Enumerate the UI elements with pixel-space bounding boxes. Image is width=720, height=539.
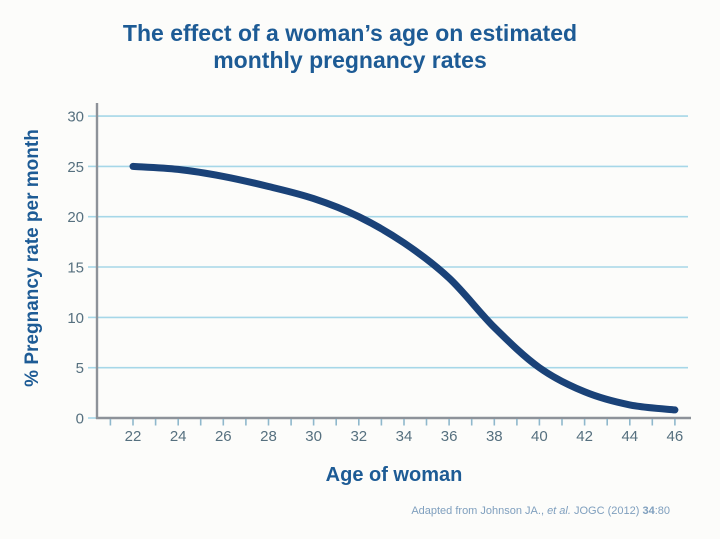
x-tick-label-40: 40 bbox=[531, 428, 548, 445]
citation-etal: et al. bbox=[547, 505, 571, 517]
citation-volume: 34 bbox=[642, 505, 655, 517]
x-tick-label-32: 32 bbox=[350, 428, 367, 445]
x-tick-label-36: 36 bbox=[441, 428, 458, 445]
x-axis-title: Age of woman bbox=[325, 464, 463, 486]
x-tick-label-46: 46 bbox=[667, 428, 684, 445]
y-tick-label-0: 0 bbox=[76, 411, 84, 428]
x-tick-label-30: 30 bbox=[305, 428, 322, 445]
x-tick-label-28: 28 bbox=[260, 428, 277, 445]
pregnancy-rate-curve bbox=[129, 162, 679, 414]
x-tick-label-24: 24 bbox=[170, 428, 187, 445]
y-tick-label-5: 5 bbox=[76, 360, 84, 377]
x-tick-label-38: 38 bbox=[486, 428, 503, 445]
x-tick-label-42: 42 bbox=[576, 428, 593, 445]
x-tick-label-22: 22 bbox=[125, 428, 142, 445]
chart-title: The effect of a woman’s age on estimated… bbox=[40, 20, 660, 74]
citation-pages: :80 bbox=[654, 505, 670, 517]
y-tick-label-10: 10 bbox=[67, 310, 84, 327]
y-tick-label-20: 20 bbox=[67, 209, 84, 226]
chart-title-line2: monthly pregnancy rates bbox=[213, 47, 487, 73]
x-tick-label-34: 34 bbox=[396, 428, 413, 445]
y-tick-label-30: 30 bbox=[67, 109, 84, 126]
x-tick-label-26: 26 bbox=[215, 428, 232, 445]
citation-journal: JOGC (2012) bbox=[570, 505, 643, 517]
citation: Adapted from Johnson JA., et al. JOGC (2… bbox=[411, 505, 670, 517]
y-tick-label-25: 25 bbox=[67, 159, 84, 176]
y-tick-label-15: 15 bbox=[67, 260, 84, 277]
citation-prefix: Adapted from Johnson JA., bbox=[411, 505, 548, 517]
chart-title-line1: The effect of a woman’s age on estimated bbox=[122, 20, 578, 46]
x-tick-label-44: 44 bbox=[621, 428, 638, 445]
